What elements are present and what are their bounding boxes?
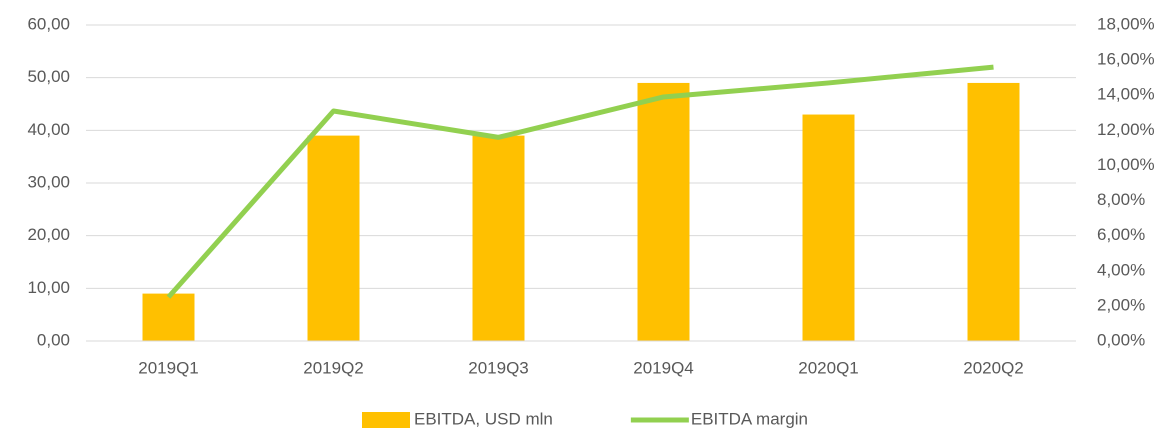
y-tick-label: 50,00 (27, 67, 70, 86)
y2-tick-label: 12,00% (1097, 120, 1155, 139)
legend-label: EBITDA margin (691, 409, 808, 428)
x-tick-label: 2020Q2 (963, 358, 1024, 377)
y-tick-label: 10,00 (27, 278, 70, 297)
x-tick-label: 2019Q1 (138, 358, 199, 377)
y-tick-label: 20,00 (27, 225, 70, 244)
y2-tick-label: 6,00% (1097, 225, 1145, 244)
y-tick-label: 0,00 (37, 330, 70, 349)
y2-tick-label: 0,00% (1097, 330, 1145, 349)
line (166, 64, 994, 299)
bar (472, 135, 525, 341)
y2-tick-label: 18,00% (1097, 14, 1155, 33)
y2-tick-label: 16,00% (1097, 50, 1155, 69)
y-tick-label: 40,00 (27, 120, 70, 139)
y2-tick-label: 4,00% (1097, 260, 1145, 279)
x-tick-label: 2019Q3 (468, 358, 529, 377)
y-tick-label: 60,00 (27, 14, 70, 33)
bar (142, 293, 195, 341)
y2-tick-label: 10,00% (1097, 155, 1155, 174)
y2-tick-label: 8,00% (1097, 190, 1145, 209)
y2-tick-label: 14,00% (1097, 85, 1155, 104)
bar (637, 82, 690, 341)
x-tick-label: 2019Q2 (303, 358, 364, 377)
x-tick-label: 2019Q4 (633, 358, 694, 377)
y-tick-label: 30,00 (27, 172, 70, 191)
x-tick-label: 2020Q1 (798, 358, 859, 377)
bar (967, 82, 1020, 341)
legend-label: EBITDA, USD mln (414, 409, 553, 428)
legend-swatch (362, 412, 410, 428)
bar (307, 135, 360, 341)
bar (802, 114, 855, 342)
y2-tick-label: 2,00% (1097, 295, 1145, 314)
